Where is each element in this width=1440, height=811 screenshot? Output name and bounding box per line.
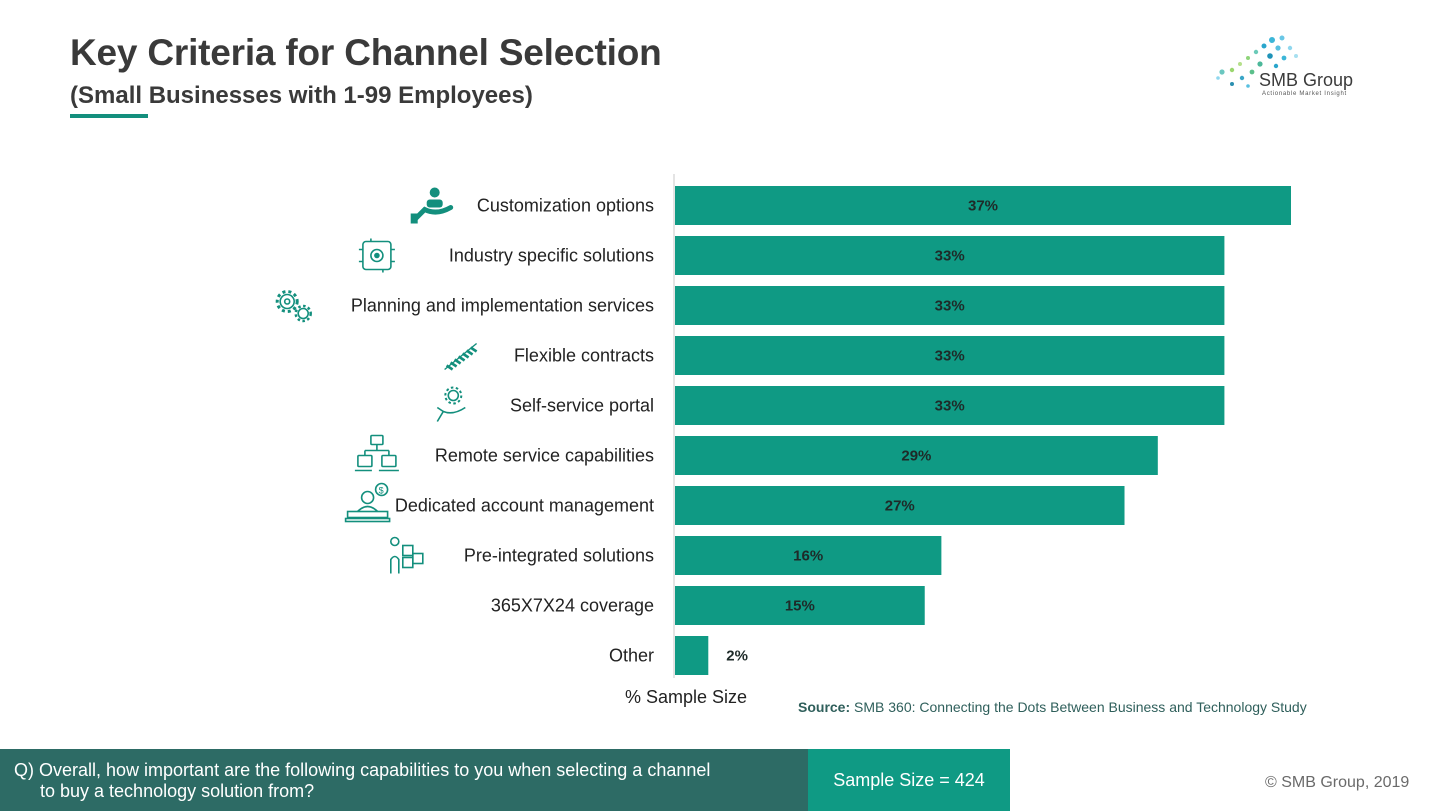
category-label: Remote service capabilities: [435, 446, 654, 466]
bar: [675, 286, 1225, 325]
source-text: SMB 360: Connecting the Dots Between Bus…: [854, 699, 1307, 715]
hand-gear-icon: [436, 386, 466, 422]
circuit-gear-icon: [358, 238, 395, 273]
category-label: Self-service portal: [510, 396, 654, 416]
puzzle-person-icon: [389, 536, 424, 574]
value-label: 15%: [785, 598, 815, 615]
hand-person-icon: [410, 187, 454, 224]
value-label: 16%: [793, 548, 823, 565]
bar: [675, 436, 1158, 475]
account-manager-icon: $: [344, 482, 391, 523]
smb-group-logo: SMB Group Actionable Market Insight: [1212, 34, 1372, 100]
subtitle-underline: [70, 114, 148, 118]
category-label: Industry specific solutions: [449, 246, 654, 266]
category-label: Pre-integrated solutions: [464, 546, 654, 566]
logo-dots-icon: [1216, 35, 1298, 88]
category-label: Other: [609, 646, 654, 666]
bar: [675, 486, 1125, 525]
sample-size-badge: Sample Size = 424: [808, 749, 1010, 811]
bar: [675, 386, 1225, 425]
svg-text:$: $: [379, 486, 384, 496]
source-note: Source: SMB 360: Connecting the Dots Bet…: [798, 699, 1307, 715]
bar: [675, 586, 925, 625]
category-label: Planning and implementation services: [351, 296, 654, 316]
value-label: 33%: [935, 248, 965, 265]
bar: [675, 636, 709, 675]
bar: [675, 186, 1291, 225]
contract-rope-icon: [444, 342, 478, 371]
bar: [675, 536, 942, 575]
network-computers-icon: [354, 434, 399, 472]
bar: [675, 336, 1225, 375]
category-label: 365X7X24 coverage: [491, 596, 654, 616]
question-line-2: to buy a technology solution from?: [40, 781, 315, 801]
logo-name: SMB Group: [1259, 70, 1354, 90]
copyright: © SMB Group, 2019: [1265, 774, 1410, 791]
survey-question: Q) Overall, how important are the follow…: [0, 749, 808, 811]
page-subtitle: (Small Businesses with 1-99 Employees): [70, 82, 533, 109]
axis-caption: % Sample Size: [625, 687, 748, 707]
category-label: Flexible contracts: [514, 346, 654, 366]
category-label: Dedicated account management: [395, 496, 654, 516]
source-label: Source:: [798, 699, 851, 715]
value-label: 27%: [885, 498, 915, 515]
bar-chart: $ Customization options 37% Industry speci…: [275, 174, 1291, 678]
value-label: 2%: [726, 648, 748, 665]
question-line-1: Q) Overall, how important are the follow…: [14, 760, 711, 780]
page-title: Key Criteria for Channel Selection: [70, 32, 662, 73]
value-label: 29%: [901, 448, 931, 465]
logo-tagline: Actionable Market Insight: [1262, 91, 1347, 97]
bar: [675, 236, 1225, 275]
gears-icon: [275, 290, 312, 323]
value-label: 33%: [935, 398, 965, 415]
value-label: 33%: [935, 298, 965, 315]
value-label: 33%: [935, 348, 965, 365]
value-label: 37%: [968, 198, 998, 215]
category-label: Customization options: [477, 196, 654, 216]
